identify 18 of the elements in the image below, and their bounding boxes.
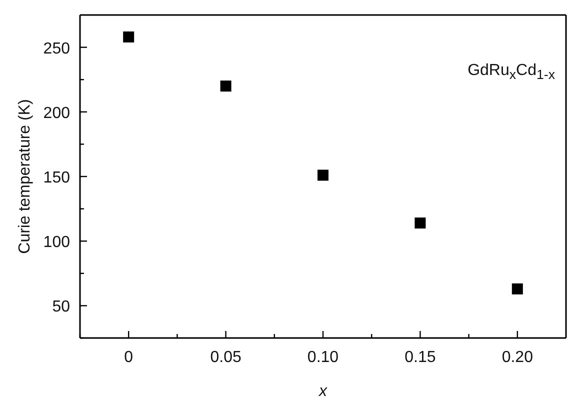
point [220,80,232,92]
y-tick-label: 50 [52,298,70,316]
x-tick-label: 0.15 [404,349,436,366]
y-tick-label: 200 [43,104,70,122]
x-tick-label: 0.10 [307,349,339,366]
x-tick-label: 0 [124,349,134,366]
point [512,283,523,294]
point [123,31,134,42]
x-axis-title: x [318,383,328,400]
y-tick-label: 250 [43,40,70,58]
y-tick-label: 150 [43,170,70,186]
annotation: GdRu$_{x}$Cd$_{1-x}$ [468,62,555,82]
y-tick-label: 100 [43,234,70,252]
point [414,218,426,229]
point [318,170,328,181]
y-axis-title: Curie temperature (K) [16,99,34,254]
x-tick-label: 0.05 [210,349,242,366]
x-tick-label: 0.20 [502,349,534,366]
